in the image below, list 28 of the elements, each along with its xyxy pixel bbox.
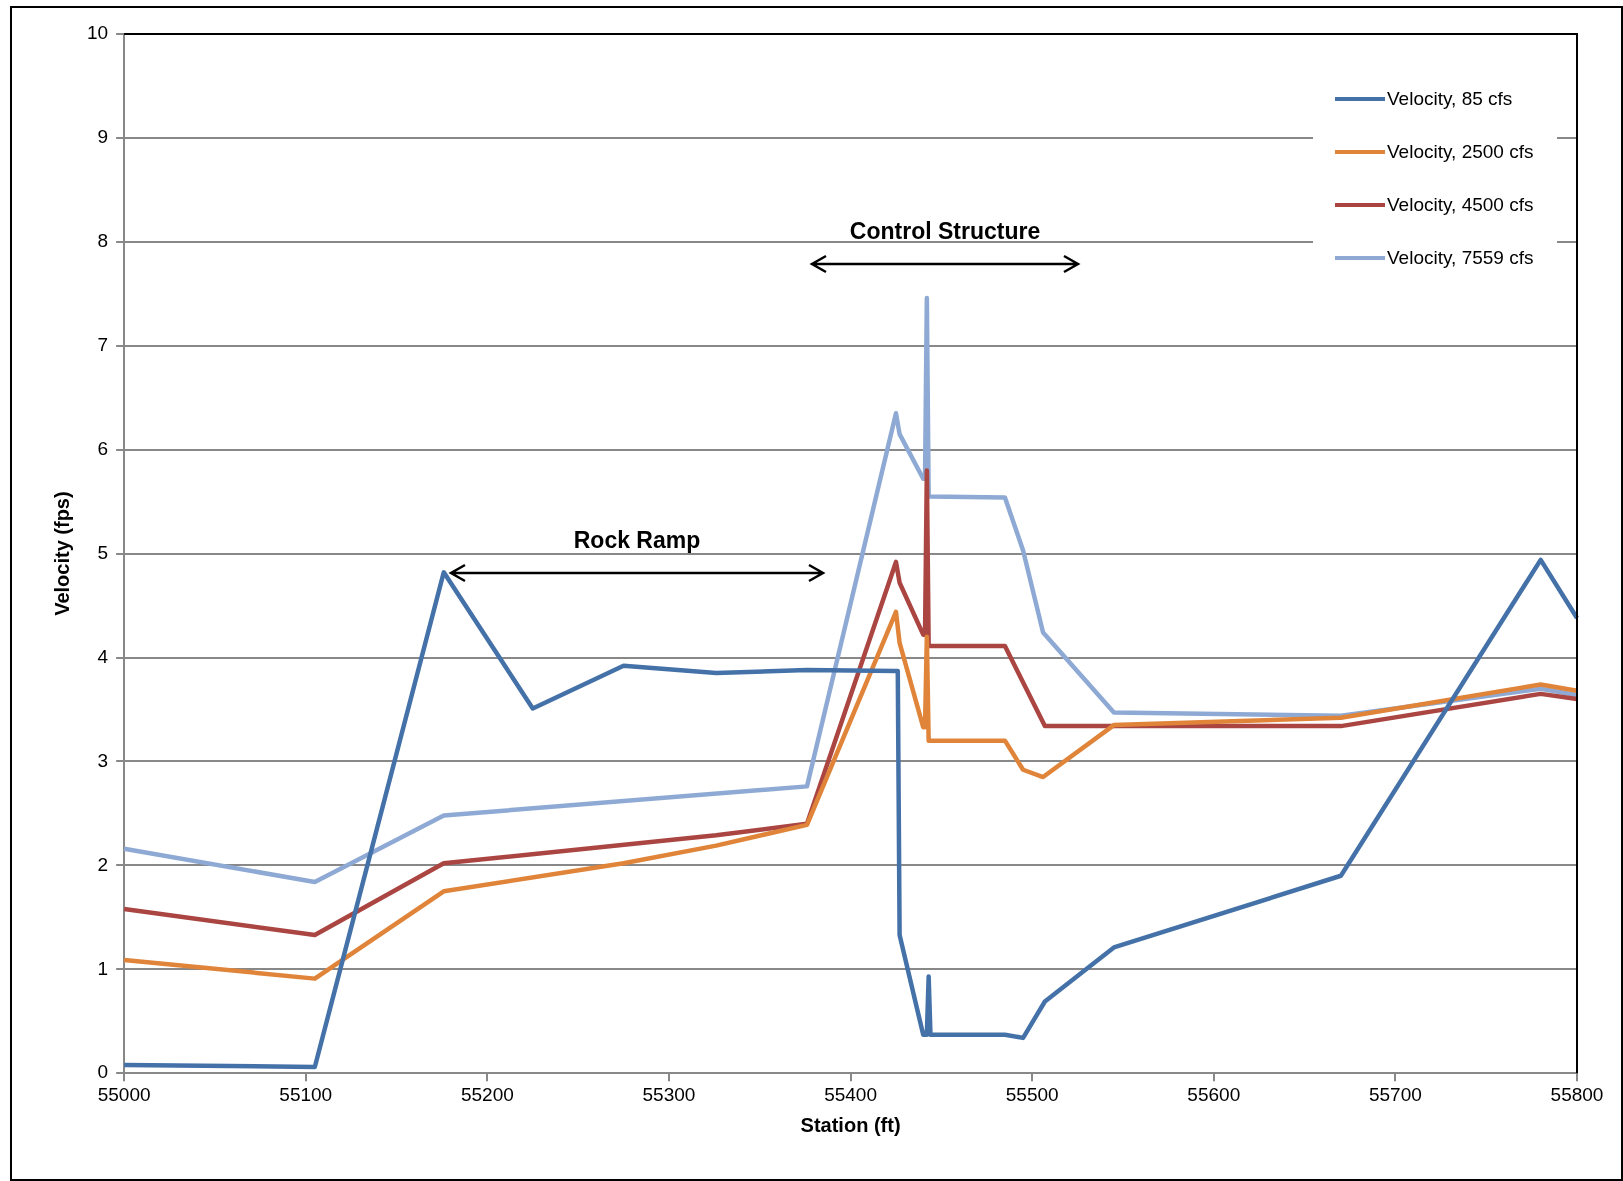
legend-label: Velocity, 85 cfs [1387, 87, 1513, 110]
x-tick-label: 55600 [1187, 1083, 1241, 1105]
x-tick-label: 55500 [1005, 1083, 1059, 1105]
y-tick-label: 3 [97, 749, 109, 771]
legend-label: Velocity, 7559 cfs [1387, 246, 1534, 269]
y-tick-label: 4 [97, 645, 109, 667]
annotation: Rock Ramp [573, 526, 701, 553]
legend-label: Velocity, 2500 cfs [1387, 140, 1534, 163]
y-tick-label: 9 [97, 126, 109, 148]
y-tick-label: 6 [97, 437, 109, 459]
x-tick-label: 55800 [1550, 1083, 1604, 1105]
y-tick-label: 5 [97, 541, 109, 563]
x-tick-label: 55700 [1368, 1083, 1422, 1105]
x-tick-label: 55400 [824, 1083, 877, 1105]
legend-label: Velocity, 4500 cfs [1387, 193, 1534, 216]
y-axis-title: Velocity (fps) [50, 491, 73, 616]
y-tick-label: 8 [97, 230, 109, 252]
y-tick-label: 1 [97, 957, 109, 979]
y-tick-label: 2 [97, 853, 109, 875]
y-tick-label: 0 [97, 1061, 109, 1083]
x-axis-title: Station (ft) [800, 1113, 901, 1136]
x-tick-label: 55200 [460, 1083, 514, 1105]
x-tick-label: 55100 [279, 1083, 333, 1105]
y-tick-label: 7 [97, 333, 109, 355]
x-tick-label: 55300 [642, 1083, 696, 1105]
annotation: Control Structure [849, 218, 1041, 245]
y-tick-label: 10 [86, 22, 109, 44]
x-tick-label: 55000 [97, 1083, 151, 1105]
